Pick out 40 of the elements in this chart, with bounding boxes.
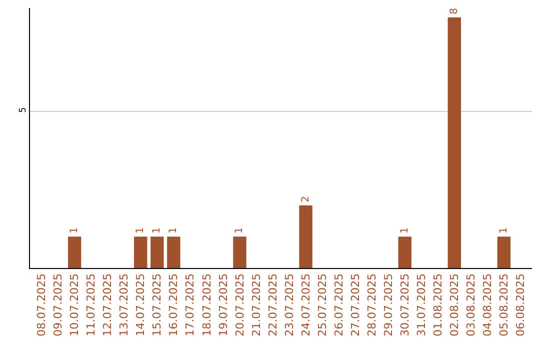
x-tick-label: 29.07.2025 [382, 273, 395, 336]
x-tick-label: 28.07.2025 [365, 273, 378, 336]
x-tick-label: 04.08.2025 [480, 273, 494, 336]
data-label: 1 [135, 227, 146, 234]
x-tick-label: 16.07.2025 [167, 273, 180, 336]
data-label: 1 [69, 227, 80, 234]
x-tick-label: 11.07.2025 [84, 273, 98, 336]
x-tick-label: 13.07.2025 [118, 273, 131, 336]
data-label: 1 [399, 227, 410, 234]
x-tick-label: 02.08.2025 [448, 273, 461, 336]
x-tick-label: 09.07.2025 [52, 273, 65, 336]
x-tick-label: 20.07.2025 [233, 273, 246, 336]
x-tick-label: 30.07.2025 [398, 273, 412, 336]
x-tick-label: 24.07.2025 [299, 273, 312, 336]
data-label: 8 [448, 8, 460, 14]
x-tick-label: 17.07.2025 [184, 273, 197, 336]
x-tick-label: 06.08.2025 [514, 273, 528, 336]
x-tick-label: 27.07.2025 [348, 273, 362, 336]
x-tick-label: 21.07.2025 [250, 273, 263, 336]
x-tick-label: 26.07.2025 [332, 273, 346, 336]
x-tick-label: 01.08.2025 [431, 273, 444, 336]
x-tick-label: 03.08.2025 [464, 273, 478, 336]
y-tick-label: 5 [18, 107, 28, 113]
x-tick-label: 19.07.2025 [216, 273, 230, 336]
x-tick-label: 25.07.2025 [316, 273, 329, 336]
x-tick-label: 18.07.2025 [200, 273, 214, 336]
x-tick-label: 22.07.2025 [266, 273, 280, 336]
data-label: 1 [498, 227, 510, 234]
data-label: 2 [300, 196, 312, 202]
x-tick-label: 31.07.2025 [414, 273, 428, 336]
data-label: 1 [152, 227, 163, 234]
x-tick-label: 05.08.2025 [498, 273, 511, 336]
x-tick-label: 08.07.2025 [35, 273, 48, 336]
x-tick-label: 12.07.2025 [101, 273, 114, 336]
x-tick-label: 15.07.2025 [150, 273, 164, 336]
x-tick-label: 10.07.2025 [68, 273, 82, 336]
data-label: 1 [234, 227, 246, 234]
x-tick-label: 14.07.2025 [134, 273, 148, 336]
data-label: 1 [168, 227, 180, 234]
x-tick-label: 23.07.2025 [282, 273, 296, 336]
